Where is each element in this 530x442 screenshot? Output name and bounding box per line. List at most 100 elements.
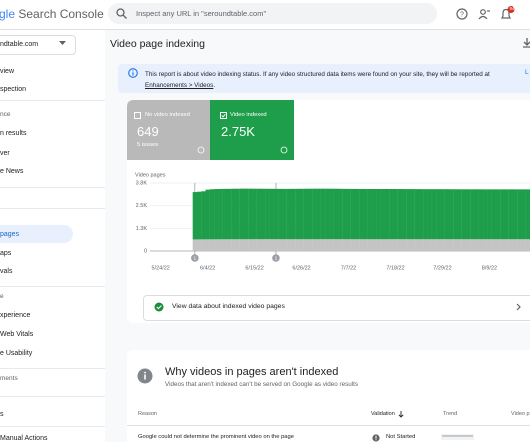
bar-segment xyxy=(295,188,300,240)
bar-segment xyxy=(201,191,206,240)
bar-segment xyxy=(278,239,283,251)
bar-segment xyxy=(512,239,518,251)
nav-item[interactable]: e Usability xyxy=(0,349,33,357)
search-box[interactable] xyxy=(108,3,437,24)
bar-segment xyxy=(256,188,262,240)
nav-item[interactable]: e News xyxy=(0,167,24,175)
bar-segment xyxy=(196,191,202,240)
bar-segment xyxy=(397,239,403,251)
tile-value: 2.75K xyxy=(221,124,255,139)
bar-segment xyxy=(453,239,458,251)
column-header[interactable]: Video p xyxy=(511,411,530,417)
bar-segment xyxy=(222,239,228,251)
tile-not-indexed[interactable] xyxy=(127,100,210,160)
bar-segment xyxy=(427,239,432,251)
y-tick-label: 2.5K xyxy=(136,203,148,209)
nav-item[interactable]: vals xyxy=(0,267,13,275)
help-icon[interactable]: ? xyxy=(455,7,469,21)
bar-segment xyxy=(495,189,501,240)
learn-more[interactable]: L xyxy=(525,69,529,76)
bar-segment xyxy=(483,189,488,240)
nav-item[interactable]: ver xyxy=(0,149,10,157)
sort-arrow xyxy=(398,411,404,418)
nav-item[interactable]: xperience xyxy=(0,311,31,319)
bar-segment xyxy=(406,189,411,240)
tile-help[interactable] xyxy=(197,146,205,154)
bar-segment xyxy=(436,189,441,240)
bar-segment xyxy=(512,189,518,240)
bar-segment xyxy=(406,239,411,251)
nav-divider xyxy=(0,208,105,209)
notifications-icon[interactable] xyxy=(499,6,521,22)
bar-segment xyxy=(329,239,334,251)
nav-heading: nce xyxy=(0,110,11,118)
bar-segment xyxy=(414,189,420,240)
users-icon[interactable] xyxy=(477,7,491,21)
nav-item[interactable]: Manual Actions xyxy=(0,434,48,442)
bar-segment xyxy=(508,189,514,240)
bar-segment xyxy=(418,239,424,251)
bar-segment xyxy=(393,189,398,240)
bar-segment xyxy=(517,239,522,251)
bar-segment xyxy=(376,239,381,251)
column-header[interactable]: Reason xyxy=(138,411,157,417)
nav-item[interactable]: pages xyxy=(0,230,20,238)
bar-segment xyxy=(401,239,407,251)
tile-checkbox[interactable] xyxy=(134,112,142,120)
bar-segment xyxy=(410,189,415,240)
bar-segment xyxy=(372,188,377,240)
bar-segment xyxy=(389,189,394,240)
bar-segment xyxy=(252,188,257,240)
bar-segment xyxy=(286,188,292,240)
bar-segment xyxy=(359,188,364,240)
x-tick-label: 8/9/22 xyxy=(482,265,497,271)
banner-link[interactable]: Enhancements > Videos xyxy=(145,82,214,89)
bar-segment xyxy=(205,239,210,251)
bar-segment xyxy=(384,239,390,251)
bar-segment xyxy=(201,239,206,251)
banner-body: This report is about video indexing stat… xyxy=(145,71,490,78)
bar-segment xyxy=(427,189,432,240)
view-data-row[interactable] xyxy=(143,295,530,321)
nav-item[interactable]: n results xyxy=(0,129,27,137)
nav-item[interactable]: view xyxy=(0,67,15,75)
annotation-label: 1 xyxy=(193,256,196,262)
nav-item[interactable]: spection xyxy=(0,85,27,93)
bar-segment xyxy=(218,239,223,251)
banner-text: This report is about video indexing stat… xyxy=(145,69,491,91)
bar-segment xyxy=(192,239,198,251)
tile-checkbox[interactable] xyxy=(220,112,228,120)
bar-segment xyxy=(414,239,420,251)
nav-item[interactable]: s xyxy=(0,410,4,418)
bar-segment xyxy=(363,188,368,240)
column-header[interactable]: Trend xyxy=(443,411,458,417)
nav-item[interactable]: Web Vitals xyxy=(0,330,34,338)
banner-end: . xyxy=(213,82,216,89)
bar-segment xyxy=(239,239,245,251)
bar-segment xyxy=(192,192,198,240)
bar-segment xyxy=(367,188,373,240)
tile-help[interactable] xyxy=(280,146,288,154)
table-divider xyxy=(127,425,530,426)
column-header[interactable]: Validation xyxy=(371,411,395,417)
nav-heading: ments xyxy=(0,374,18,382)
bar-segment xyxy=(214,239,219,251)
reason-cell[interactable]: Google could not determine the prominent… xyxy=(138,434,294,440)
property-selector[interactable] xyxy=(0,35,76,55)
tile-indexed[interactable] xyxy=(210,100,294,160)
bar-segment xyxy=(376,188,381,240)
bar-segment xyxy=(470,189,475,240)
bar-segment xyxy=(461,239,467,251)
nav-divider xyxy=(0,187,105,188)
bar-segment xyxy=(218,188,223,240)
search-icon xyxy=(116,8,127,19)
x-tick-label: 6/26/22 xyxy=(292,265,310,271)
nav-heading: e xyxy=(0,292,4,300)
bar-segment xyxy=(431,239,437,251)
tile-issues: 5 issues xyxy=(137,142,159,148)
bar-segment xyxy=(299,239,304,251)
nav-item[interactable]: aps xyxy=(0,249,12,257)
nav-divider xyxy=(0,368,105,369)
bar-segment xyxy=(295,239,300,251)
